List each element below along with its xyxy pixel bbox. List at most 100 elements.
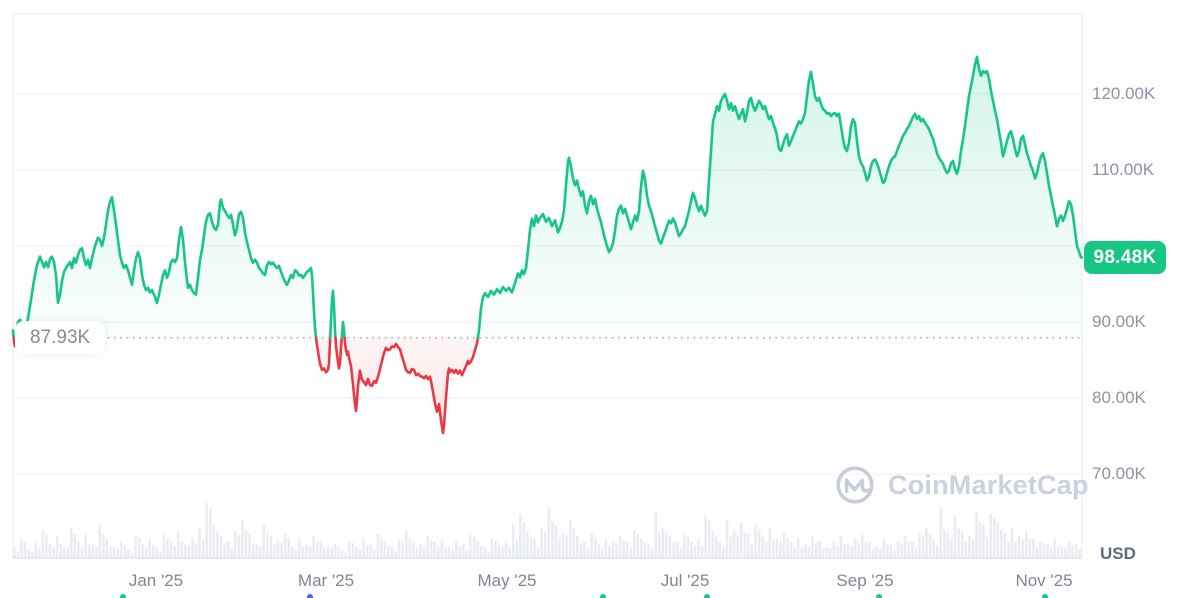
volume-bar [1071, 545, 1074, 558]
event-marker-dot[interactable] [307, 594, 313, 598]
volume-bar [105, 538, 109, 559]
volume-bar [276, 541, 280, 558]
volume-bar [601, 548, 604, 558]
event-marker-dot[interactable] [876, 594, 882, 598]
volume-bar [283, 533, 287, 559]
volume-bar [319, 541, 322, 558]
volume-bar [308, 546, 312, 558]
volume-bar [914, 547, 918, 558]
volume-bar [91, 544, 94, 559]
volume-bar [312, 536, 315, 558]
volume-bar [152, 545, 155, 558]
event-marker-dot[interactable] [600, 594, 606, 598]
volume-bar [561, 533, 565, 559]
volume-bar [871, 548, 875, 558]
volume-bar [522, 521, 526, 558]
volume-bar [451, 548, 454, 558]
volume-bar [497, 544, 501, 559]
volume-bar [387, 546, 390, 558]
volume-bar [255, 544, 258, 559]
volume-bar [216, 531, 219, 558]
volume-bar [490, 538, 494, 559]
volume-bar [839, 536, 843, 558]
volume-bar [768, 527, 771, 559]
volume-bar [739, 522, 743, 559]
volume-bar [419, 544, 422, 559]
volume-bar [70, 527, 73, 559]
volume-bar [846, 544, 850, 559]
volume-bar [825, 547, 828, 558]
volume-bar [176, 530, 180, 558]
volume-bar [440, 538, 444, 559]
volume-bar [975, 511, 978, 559]
volume-bar [583, 541, 586, 558]
event-marker-dot[interactable] [704, 594, 710, 598]
event-marker-dot[interactable] [1042, 594, 1048, 598]
volume-bar [551, 520, 554, 558]
volume-bar [526, 530, 529, 558]
volume-bar [27, 549, 30, 559]
volume-bar [576, 536, 579, 558]
volume-bar [953, 516, 957, 559]
volume-bar [20, 538, 23, 559]
volume-bar [968, 536, 971, 558]
volume-bar [266, 533, 269, 559]
volume-bar [732, 530, 736, 558]
volume-bar [807, 546, 811, 558]
volume-bar [394, 551, 397, 558]
volume-bar [1014, 541, 1017, 558]
volume-bar [515, 539, 519, 559]
current-price-badge: 98.48K [1084, 241, 1166, 275]
volume-bar [1010, 527, 1014, 559]
volume-bar [572, 527, 576, 558]
volume-bar [241, 519, 244, 558]
volume-bar [209, 507, 212, 558]
volume-bar [686, 536, 690, 558]
x-axis-tick-label: Jul '25 [660, 571, 710, 590]
volume-bar [1039, 541, 1042, 558]
volume-bar [957, 528, 960, 558]
volume-bar [444, 547, 447, 558]
volume-bar [437, 546, 440, 558]
volume-bar [23, 542, 27, 558]
volume-bar [429, 540, 433, 558]
x-axis-tick-label: Mar '25 [297, 571, 355, 590]
volume-bar [911, 541, 914, 558]
volume-bar [226, 541, 230, 558]
y-axis-tick-label: 70.00K [1092, 464, 1146, 483]
volume-bar [330, 548, 333, 558]
volume-bar [964, 541, 967, 558]
volume-bar [786, 538, 789, 558]
coinmarketcap-watermark: CoinMarketCap [834, 464, 1089, 506]
volume-bar [725, 519, 729, 558]
volume-bar [52, 547, 55, 558]
volume-bar [369, 544, 372, 559]
volume-bar [358, 549, 362, 558]
volume-bar [989, 514, 992, 558]
volume-bar [141, 544, 144, 559]
volume-bar [925, 527, 928, 559]
volume-bar [130, 552, 134, 558]
volume-bar [814, 542, 818, 558]
volume-bar [643, 542, 647, 558]
volume-bar [682, 533, 686, 559]
volume-bar [219, 536, 223, 558]
volume-bar [469, 533, 472, 559]
volume-bar [372, 550, 376, 558]
volume-bar [565, 535, 568, 558]
volume-bar [337, 547, 340, 558]
price-line-down [314, 336, 332, 374]
volume-bar [62, 547, 66, 558]
volume-bar [1007, 541, 1010, 558]
volume-bar [137, 538, 141, 558]
volume-bar [194, 543, 198, 558]
volume-bar [351, 543, 355, 558]
volume-bar [1064, 548, 1067, 558]
area-fill-below-baseline [316, 337, 331, 373]
event-marker-dot[interactable] [120, 594, 126, 598]
volume-bar [390, 547, 394, 558]
volume-bar [405, 530, 408, 558]
volume-bar [1057, 545, 1060, 558]
volume-bar [857, 542, 861, 558]
